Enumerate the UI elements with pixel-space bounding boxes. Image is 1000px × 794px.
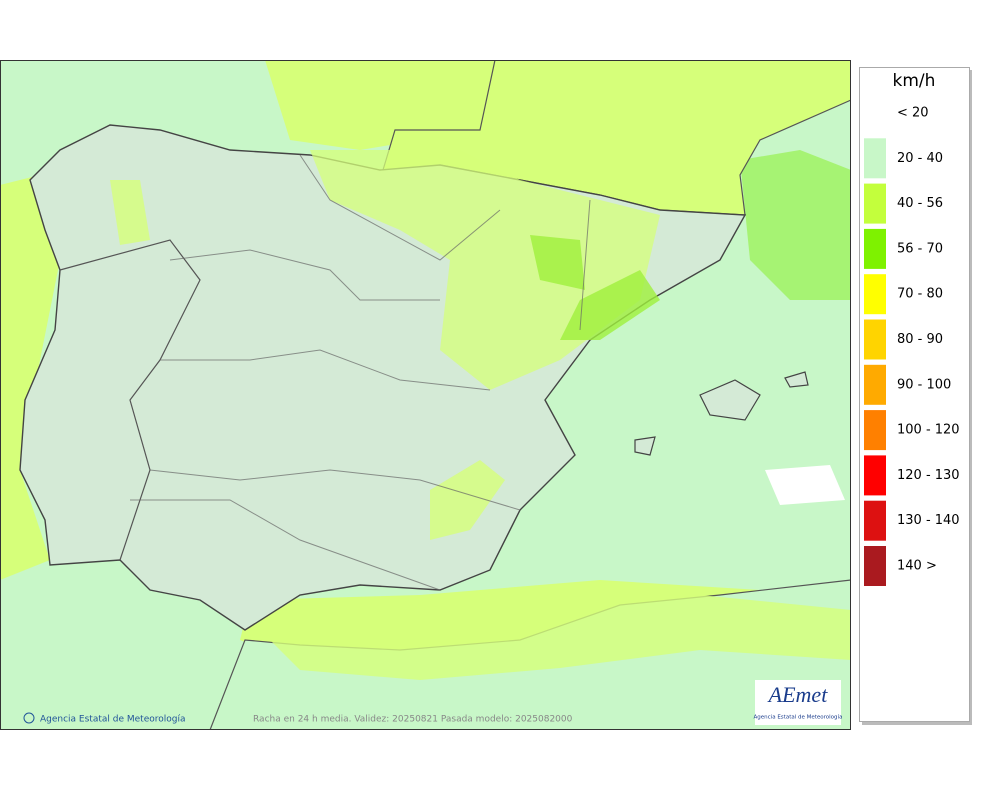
caption: Racha en 24 h media. Validez: 20250821 P… xyxy=(253,715,573,725)
legend-label: 120 - 130 xyxy=(897,468,960,483)
wind-patch xyxy=(530,235,660,340)
logo xyxy=(755,680,841,725)
legend-label: 130 - 140 xyxy=(897,513,960,528)
logo-name: AEmet xyxy=(767,682,829,707)
legend-swatch xyxy=(864,93,886,133)
legend-swatch xyxy=(864,455,886,496)
credit: Agencia Estatal de Meteorología xyxy=(40,715,186,725)
balearic-islands xyxy=(634,371,809,456)
wind-patch xyxy=(265,60,495,150)
legend-label: < 20 xyxy=(897,106,929,121)
legend-swatch xyxy=(864,138,886,179)
legend-label: 140 > xyxy=(897,559,937,574)
legend-title: km/h xyxy=(893,71,936,91)
legend-swatch xyxy=(864,274,886,315)
border xyxy=(130,154,591,591)
wind-patch xyxy=(260,590,851,680)
legend-swatch xyxy=(864,364,886,405)
legend-swatch xyxy=(864,410,886,451)
logo-subtitle: Agencia Estatal de Meteorología xyxy=(754,714,843,721)
legend-label: 70 - 80 xyxy=(897,287,943,302)
legend-swatch xyxy=(864,183,886,224)
wind-patch xyxy=(0,175,60,580)
legend-label: 20 - 40 xyxy=(897,151,943,166)
wind-patch xyxy=(110,180,505,540)
legend-label: 40 - 56 xyxy=(897,196,943,211)
legend-swatch xyxy=(864,500,886,541)
legend-label: 90 - 100 xyxy=(897,377,951,392)
map: Agencia Estatal de Meteorología Racha en… xyxy=(0,60,851,730)
legend-label: 56 - 70 xyxy=(897,241,943,256)
legend-swatch xyxy=(864,319,886,360)
legend-label: 80 - 90 xyxy=(897,332,943,347)
no-data xyxy=(765,465,845,505)
copyright-icon xyxy=(23,712,35,724)
wind-patch xyxy=(740,150,851,300)
legend-swatch xyxy=(864,228,886,269)
legend-swatch xyxy=(864,546,886,586)
map-frame xyxy=(0,60,851,730)
legend-label: 100 - 120 xyxy=(897,423,960,438)
